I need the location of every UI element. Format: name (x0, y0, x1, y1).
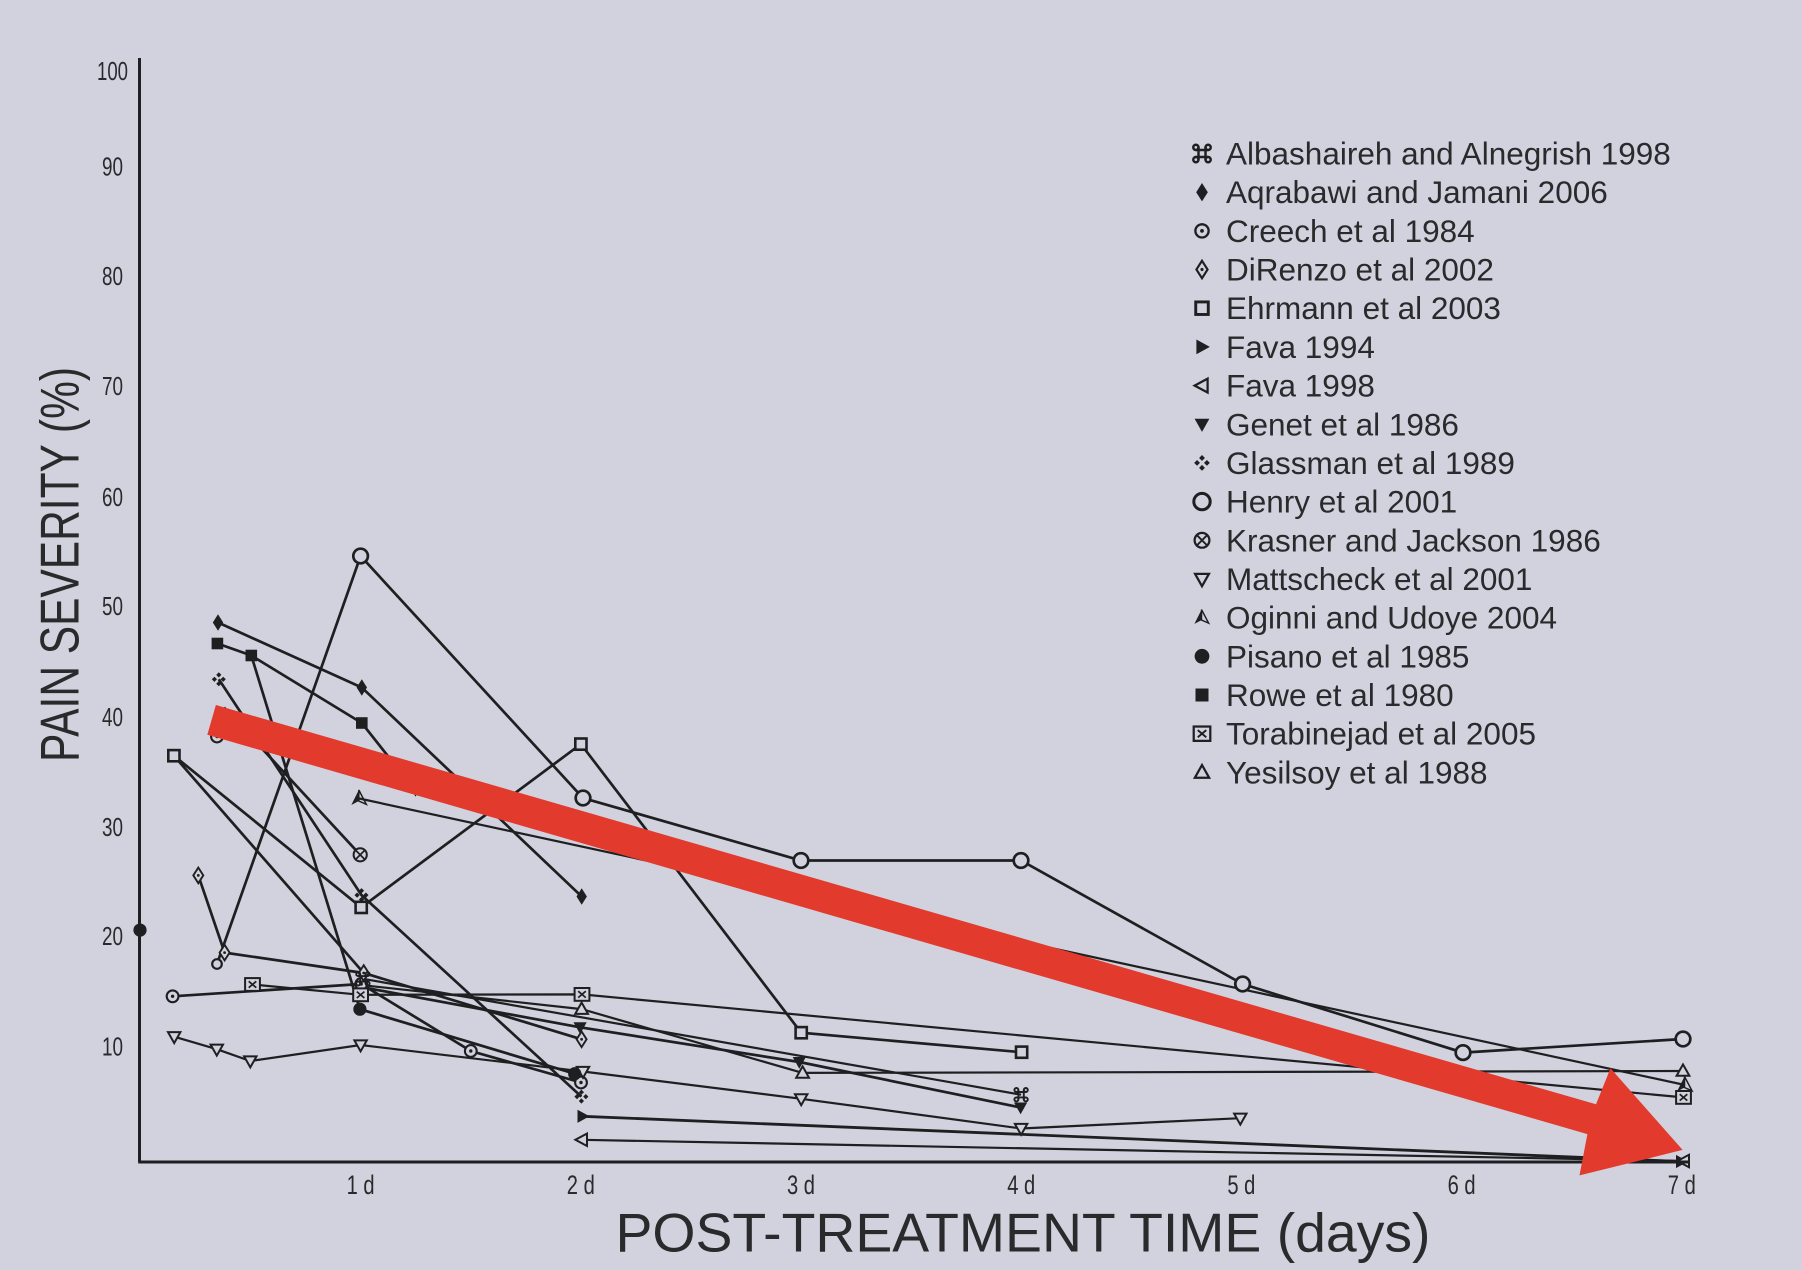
svg-text:40: 40 (102, 702, 123, 732)
svg-text:DiRenzo et al 2002: DiRenzo et al 2002 (1226, 252, 1494, 288)
svg-text:POST-TREATMENT TIME (days): POST-TREATMENT TIME (days) (616, 1202, 1431, 1264)
svg-text:PAIN SEVERITY (%): PAIN SEVERITY (%) (29, 367, 91, 762)
svg-text:5 d: 5 d (1227, 1170, 1255, 1200)
svg-text:70: 70 (102, 371, 123, 401)
svg-text:50: 50 (102, 591, 123, 621)
svg-text:Torabinejad et al 2005: Torabinejad et al 2005 (1226, 716, 1536, 752)
svg-text:10: 10 (102, 1032, 123, 1062)
svg-text:80: 80 (102, 261, 123, 291)
svg-text:7 d: 7 d (1668, 1170, 1696, 1200)
svg-text:Mattscheck et al 2001: Mattscheck et al 2001 (1226, 561, 1532, 597)
svg-text:Krasner and Jackson 1986: Krasner and Jackson 1986 (1226, 522, 1601, 558)
svg-text:Yesilsoy et al 1988: Yesilsoy et al 1988 (1226, 754, 1488, 790)
svg-text:Pisano et al 1985: Pisano et al 1985 (1226, 638, 1469, 674)
svg-text:30: 30 (102, 812, 123, 842)
svg-text:Ehrmann et al 2003: Ehrmann et al 2003 (1226, 290, 1501, 326)
svg-text:4 d: 4 d (1007, 1170, 1035, 1200)
svg-text:Oginni and Udoye 2004: Oginni and Udoye 2004 (1226, 600, 1557, 636)
svg-text:1 d: 1 d (347, 1170, 375, 1200)
svg-text:Genet et al 1986: Genet et al 1986 (1226, 406, 1459, 442)
svg-text:90: 90 (102, 152, 123, 182)
svg-text:3 d: 3 d (787, 1170, 815, 1200)
svg-text:2 d: 2 d (567, 1170, 595, 1200)
svg-text:60: 60 (102, 482, 123, 512)
svg-text:100: 100 (97, 56, 128, 86)
svg-text:Aqrabawi and Jamani 2006: Aqrabawi and Jamani 2006 (1226, 174, 1608, 210)
svg-text:Henry et al 2001: Henry et al 2001 (1226, 484, 1457, 520)
svg-text:Fava 1994: Fava 1994 (1226, 329, 1375, 365)
svg-text:Glassman et al 1989: Glassman et al 1989 (1226, 445, 1515, 481)
svg-text:Fava 1998: Fava 1998 (1226, 368, 1375, 404)
svg-text:20: 20 (102, 921, 123, 951)
svg-text:Rowe et al 1980: Rowe et al 1980 (1226, 677, 1454, 713)
svg-text:Albashaireh and Alnegrish 1998: Albashaireh and Alnegrish 1998 (1226, 136, 1671, 172)
svg-text:Creech et al 1984: Creech et al 1984 (1226, 213, 1475, 249)
svg-text:6 d: 6 d (1448, 1170, 1476, 1200)
